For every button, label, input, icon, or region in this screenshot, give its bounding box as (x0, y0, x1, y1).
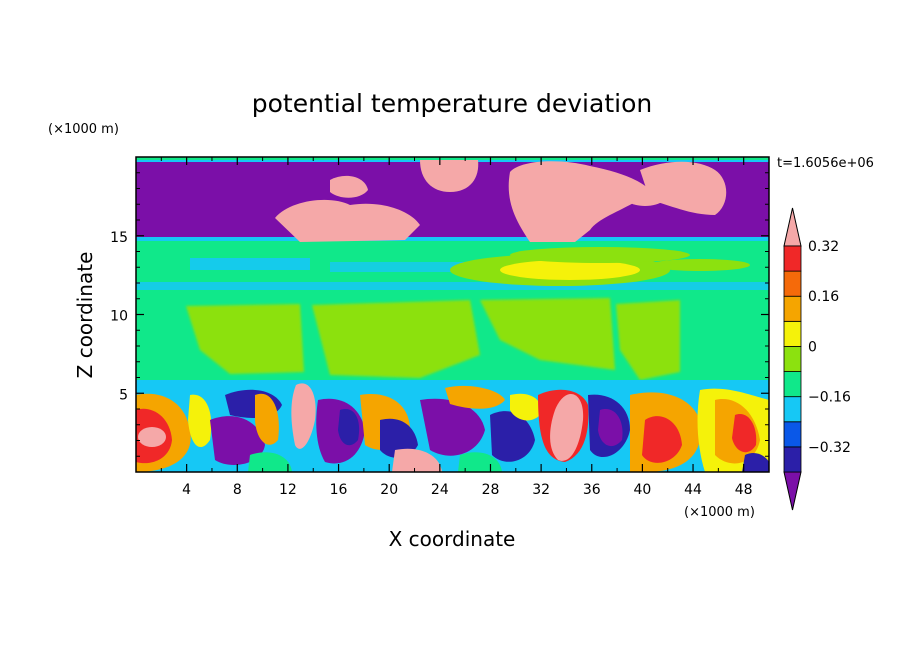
colorbar-label: −0.32 (808, 440, 851, 456)
x-tick-label: 32 (532, 482, 550, 498)
colorbar-swatch (783, 421, 802, 448)
colorbar-swatch (783, 320, 802, 347)
y-tick-label: 15 (110, 230, 128, 246)
colorbar-swatch (783, 371, 802, 398)
x-axis-label: X coordinate (389, 527, 516, 551)
colorbar-label: 0.32 (808, 239, 839, 255)
x-tick-label: 4 (182, 482, 191, 498)
x-tick-label: 28 (482, 482, 500, 498)
colorbar-swatch (783, 446, 802, 473)
colorbar-extend-low (783, 471, 802, 511)
x-tick-label: 20 (380, 482, 398, 498)
x-tick-label: 36 (583, 482, 601, 498)
y-tick-label: 10 (110, 309, 128, 325)
y-unit-label: (×1000 m) (48, 122, 119, 137)
x-axis: 4 8 12 16 20 24 28 32 36 40 44 48 (160, 157, 753, 498)
colorbar-label: 0 (808, 339, 817, 355)
y-axis-label: Z coordinate (73, 252, 97, 379)
colorbar-extend-high (783, 207, 802, 247)
x-tick-label: 40 (633, 482, 651, 498)
plot-area (136, 157, 769, 472)
y-axis: 5 10 15 (110, 172, 769, 457)
colorbar-swatch (783, 245, 802, 272)
colorbar-swatch (783, 270, 802, 297)
colorbar: 0.32 0.16 0 −0.16 −0.32 (783, 207, 851, 511)
x-unit-label: (×1000 m) (684, 505, 755, 520)
x-tick-label: 24 (431, 482, 449, 498)
colorbar-swatch (783, 346, 802, 372)
colorbar-swatch (783, 295, 802, 322)
chart-title: potential temperature deviation (252, 89, 652, 118)
colorbar-label: −0.16 (808, 390, 851, 406)
x-tick-label: 16 (330, 482, 348, 498)
colorbar-swatch (783, 396, 802, 423)
x-tick-label: 8 (233, 482, 242, 498)
colorbar-label: 0.16 (808, 289, 839, 305)
x-tick-label: 12 (279, 482, 297, 498)
x-tick-label: 44 (684, 482, 702, 498)
time-label: t=1.6056e+06 (777, 156, 874, 171)
x-tick-label: 48 (735, 482, 753, 498)
y-tick-label: 5 (119, 387, 128, 403)
